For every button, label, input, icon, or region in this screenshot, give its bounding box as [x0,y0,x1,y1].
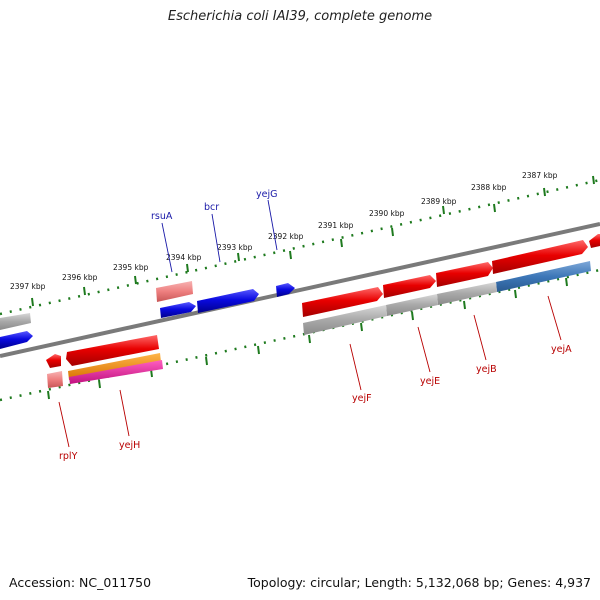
gene-arrow[interactable] [492,240,588,274]
gene-arrow[interactable] [276,283,295,297]
kbp-label: 2391 kbp [318,221,354,230]
inner-tick-track [0,268,600,402]
kbp-label: 2393 kbp [217,243,253,252]
gene-arrow[interactable] [47,371,63,388]
gene-label-yejG: yejG [256,189,277,200]
gene-label-rsuA: rsuA [151,211,173,222]
accession-text: Accession: NC_011750 [9,575,152,590]
genome-backbone [0,222,600,358]
gene-labels-top: yejG bcr rsuA [151,189,277,273]
kbp-label: 2392 kbp [268,232,304,241]
gene-arrow[interactable] [46,354,61,368]
gene-label-yejA: yejA [551,344,572,355]
gene-label-yejH: yejH [119,440,140,451]
gene-arrow[interactable] [386,294,438,316]
reverse-genes [46,261,591,388]
gene-arrow[interactable] [496,261,591,292]
gene-arrow[interactable] [0,313,31,330]
gene-arrow[interactable] [589,234,600,248]
kbp-label: 2388 kbp [471,183,507,192]
kbp-label: 2387 kbp [522,171,558,180]
forward-genes [0,234,600,349]
gene-arrow[interactable] [437,282,497,305]
gene-arrow[interactable] [0,331,33,349]
outer-tick-track [0,175,600,316]
gene-arrow[interactable] [197,289,259,313]
kbp-label: 2390 kbp [369,209,405,218]
kbp-label: 2394 kbp [166,253,202,262]
kbp-label: 2395 kbp [113,263,149,272]
kbp-labels: 2387 kbp 2388 kbp 2389 kbp 2390 kbp 2391… [10,171,558,291]
gene-label-yejF: yejF [352,393,372,404]
gene-label-bcr: bcr [204,202,219,213]
gene-label-yejE: yejE [420,376,440,387]
gene-arrow[interactable] [156,281,193,302]
gene-arrow[interactable] [383,275,436,298]
gene-arrow[interactable] [436,262,493,287]
gene-arrow[interactable] [302,287,383,317]
gene-arrow[interactable] [303,305,387,335]
kbp-label: 2396 kbp [62,273,98,282]
topology-text: Topology: circular; Length: 5,132,068 bp… [247,575,591,590]
gene-arrow[interactable] [66,335,159,366]
gene-label-rplY: rplY [59,451,78,462]
kbp-label: 2389 kbp [421,197,457,206]
gene-arrow[interactable] [69,360,163,384]
map-title: Escherichia coli IAI39, complete genome [167,9,433,24]
gene-arrow[interactable] [160,302,196,318]
gene-label-yejB: yejB [476,364,497,375]
gene-labels-bottom: yejA yejB yejE yejF yejH rplY [58,295,572,462]
kbp-label: 2397 kbp [10,282,46,291]
